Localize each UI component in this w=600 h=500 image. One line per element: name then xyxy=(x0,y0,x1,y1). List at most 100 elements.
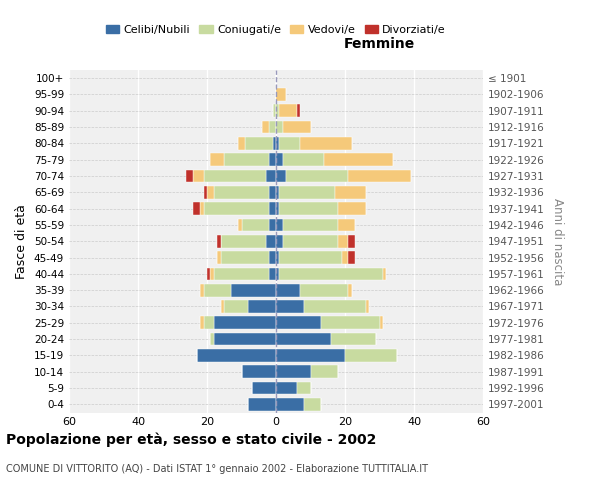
Bar xyxy=(383,268,386,280)
Bar xyxy=(207,268,211,280)
Bar xyxy=(224,300,248,313)
Bar xyxy=(276,300,304,313)
Text: COMUNE DI VITTORITO (AQ) - Dati ISTAT 1° gennaio 2002 - Elaborazione TUTTITALIA.: COMUNE DI VITTORITO (AQ) - Dati ISTAT 1°… xyxy=(6,464,428,474)
Bar xyxy=(214,268,269,280)
Bar xyxy=(300,137,352,150)
Bar xyxy=(280,104,296,117)
Bar xyxy=(331,332,376,345)
Bar xyxy=(276,154,283,166)
Bar xyxy=(276,120,283,134)
Bar xyxy=(262,120,269,134)
Bar xyxy=(276,88,286,101)
Bar xyxy=(280,137,300,150)
Bar xyxy=(276,137,280,150)
Bar xyxy=(224,154,269,166)
Bar xyxy=(211,332,214,345)
Bar xyxy=(296,382,311,394)
Bar xyxy=(221,300,224,313)
Bar xyxy=(203,170,266,182)
Bar xyxy=(242,218,269,232)
Bar xyxy=(276,104,280,117)
Bar xyxy=(269,120,276,134)
Legend: Celibi/Nubili, Coniugati/e, Vedovi/e, Divorziati/e: Celibi/Nubili, Coniugati/e, Vedovi/e, Di… xyxy=(101,21,451,40)
Bar xyxy=(269,202,276,215)
Bar xyxy=(349,284,352,296)
Bar xyxy=(269,154,276,166)
Bar xyxy=(311,366,338,378)
Bar xyxy=(276,284,300,296)
Bar xyxy=(269,268,276,280)
Bar xyxy=(200,202,203,215)
Bar xyxy=(276,316,321,329)
Bar xyxy=(276,170,286,182)
Bar xyxy=(300,284,349,296)
Bar xyxy=(203,202,269,215)
Bar xyxy=(276,366,311,378)
Bar xyxy=(296,104,300,117)
Bar xyxy=(366,300,369,313)
Bar xyxy=(380,316,383,329)
Bar xyxy=(200,316,203,329)
Bar xyxy=(272,137,276,150)
Bar xyxy=(197,349,276,362)
Bar xyxy=(266,235,276,248)
Bar xyxy=(338,202,365,215)
Bar xyxy=(217,251,221,264)
Bar xyxy=(276,332,331,345)
Bar xyxy=(276,382,296,394)
Bar xyxy=(276,251,280,264)
Y-axis label: Anni di nascita: Anni di nascita xyxy=(551,198,564,285)
Bar xyxy=(276,349,345,362)
Bar xyxy=(266,170,276,182)
Bar xyxy=(286,170,349,182)
Bar xyxy=(325,154,394,166)
Bar xyxy=(283,120,311,134)
Text: Popolazione per età, sesso e stato civile - 2002: Popolazione per età, sesso e stato civil… xyxy=(6,432,376,447)
Bar xyxy=(349,251,355,264)
Bar xyxy=(345,349,397,362)
Bar xyxy=(349,235,355,248)
Bar xyxy=(338,218,355,232)
Bar xyxy=(269,251,276,264)
Bar xyxy=(304,398,321,410)
Bar xyxy=(280,251,341,264)
Bar xyxy=(221,235,266,248)
Bar xyxy=(280,186,335,198)
Bar xyxy=(207,186,214,198)
Bar xyxy=(280,202,338,215)
Bar xyxy=(248,300,276,313)
Bar xyxy=(200,284,203,296)
Bar xyxy=(248,398,276,410)
Y-axis label: Fasce di età: Fasce di età xyxy=(16,204,28,279)
Bar xyxy=(211,154,224,166)
Bar xyxy=(283,154,324,166)
Bar xyxy=(231,284,276,296)
Bar xyxy=(214,316,276,329)
Bar xyxy=(269,218,276,232)
Bar xyxy=(272,104,276,117)
Bar xyxy=(221,251,269,264)
Bar xyxy=(203,284,231,296)
Bar xyxy=(187,170,193,182)
Bar xyxy=(321,316,380,329)
Bar xyxy=(276,235,283,248)
Bar xyxy=(252,382,276,394)
Bar xyxy=(193,170,203,182)
Bar xyxy=(280,268,383,280)
Bar xyxy=(276,218,283,232)
Bar xyxy=(269,186,276,198)
Bar xyxy=(238,137,245,150)
Bar xyxy=(214,332,276,345)
Bar xyxy=(341,251,349,264)
Bar xyxy=(283,218,338,232)
Bar xyxy=(241,366,276,378)
Bar xyxy=(211,268,214,280)
Bar xyxy=(338,235,349,248)
Bar xyxy=(203,186,207,198)
Bar xyxy=(214,186,269,198)
Bar xyxy=(238,218,241,232)
Bar xyxy=(349,170,410,182)
Bar xyxy=(203,316,214,329)
Bar xyxy=(217,235,221,248)
Bar xyxy=(193,202,200,215)
